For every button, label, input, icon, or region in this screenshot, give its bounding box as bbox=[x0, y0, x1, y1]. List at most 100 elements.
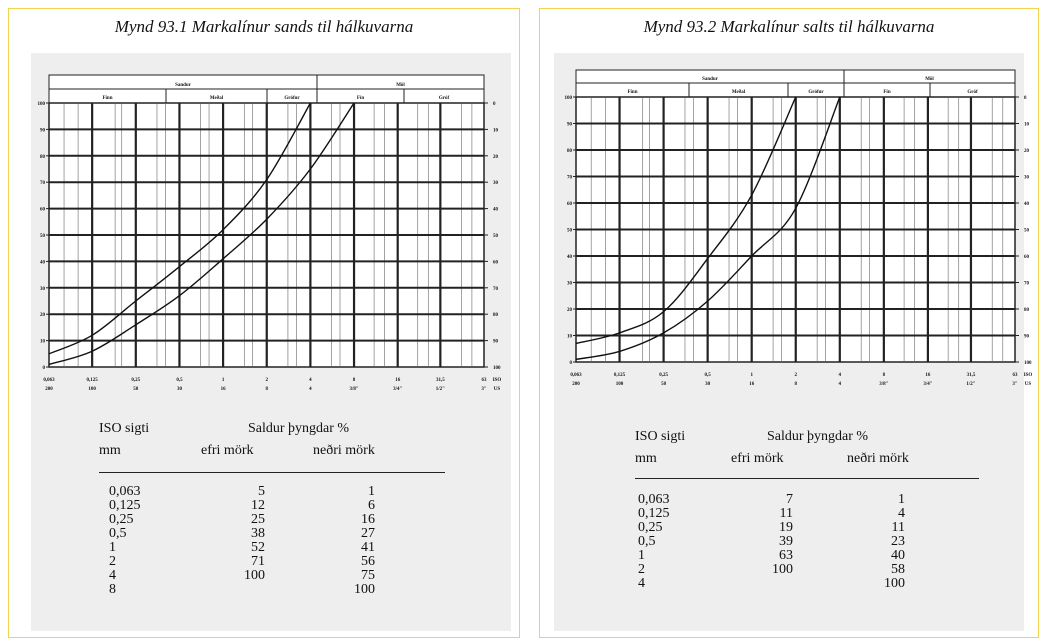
figure-93-2: Mynd 93.2 Markalínur salts til hálkuvarn… bbox=[539, 8, 1039, 638]
y-tick-label: 40 bbox=[40, 260, 46, 265]
y-tick-label: 60 bbox=[40, 208, 46, 213]
y2-tick-label: 30 bbox=[493, 181, 499, 186]
series-upper-curve bbox=[48, 102, 312, 355]
col-sieve-head: ISO sigti bbox=[99, 421, 150, 436]
col-lower: 1 6 16 27 41 56 75 100 bbox=[354, 484, 375, 597]
series-lower-curve bbox=[48, 102, 355, 366]
header-sublabel: Meðal bbox=[732, 89, 746, 95]
header-label: Sandur bbox=[175, 83, 192, 88]
y2-tick-label: 100 bbox=[1024, 361, 1032, 366]
y-tick-label: 20 bbox=[567, 308, 573, 313]
header-label: Möl bbox=[925, 77, 934, 82]
x-unit-label-us: US bbox=[494, 387, 501, 392]
header-label: Möl bbox=[396, 83, 405, 88]
grading-table: ISO sigti Saldur þyngdar % mm efri mörk … bbox=[635, 429, 995, 629]
x-tick-label: 0,5 bbox=[705, 373, 712, 378]
x-tick-label-us: 16 bbox=[749, 382, 755, 387]
header-label: Sandur bbox=[702, 77, 719, 82]
x-tick-label-us: 100 bbox=[88, 387, 96, 392]
y2-tick-label: 40 bbox=[1024, 202, 1030, 207]
x-tick-label: 16 bbox=[395, 378, 401, 383]
y2-tick-label: 50 bbox=[1024, 229, 1030, 234]
y2-tick-label: 20 bbox=[1024, 149, 1030, 154]
y-tick-label: 0 bbox=[43, 366, 46, 371]
x-tick-label: 31,5 bbox=[436, 378, 445, 383]
y-tick-label: 10 bbox=[40, 340, 46, 345]
header-sublabel: Meðal bbox=[210, 95, 224, 101]
y2-tick-label: 50 bbox=[493, 234, 499, 239]
x-unit-label-us: US bbox=[1025, 382, 1032, 387]
grading-table: ISO sigti Saldur þyngdar % mm efri mörk … bbox=[99, 421, 459, 621]
y2-tick-label: 90 bbox=[493, 340, 499, 345]
y2-tick-label: 90 bbox=[1024, 335, 1030, 340]
x-tick-label-us: 3/4" bbox=[393, 387, 402, 392]
x-tick-label: 0,25 bbox=[131, 378, 140, 383]
col-lower-head: neðri mörk bbox=[847, 451, 909, 466]
x-tick-label: 1 bbox=[750, 373, 753, 378]
col-unit: mm bbox=[99, 443, 121, 458]
x-tick-label: 0,25 bbox=[659, 373, 668, 378]
x-tick-label-us: 200 bbox=[572, 382, 580, 387]
header-sublabel: Fínn bbox=[627, 90, 637, 95]
x-tick-label: 0,125 bbox=[614, 373, 626, 378]
header-sublabel: Fín bbox=[357, 96, 364, 101]
header-sublabel: Grófur bbox=[808, 90, 824, 95]
col-group-head: Saldur þyngdar % bbox=[767, 429, 869, 444]
x-tick-label-us: 3" bbox=[1012, 382, 1018, 387]
x-tick-label: 0,063 bbox=[570, 373, 582, 378]
y-tick-label: 70 bbox=[567, 176, 573, 181]
header-sublabel: Gróf bbox=[439, 96, 450, 101]
y2-tick-label: 0 bbox=[1024, 96, 1027, 101]
series-lower-curve bbox=[575, 96, 841, 361]
x-unit-label: ISO bbox=[1024, 373, 1033, 378]
x-tick-label-us: 16 bbox=[221, 387, 227, 392]
x-tick-label-us: 3/8" bbox=[349, 387, 358, 392]
header-sublabel: Fín bbox=[883, 90, 890, 95]
y-tick-label: 10 bbox=[567, 335, 573, 340]
x-tick-label-us: 3/8" bbox=[879, 382, 888, 387]
table-rule bbox=[99, 472, 445, 473]
x-tick-label: 16 bbox=[925, 373, 931, 378]
series-upper-curve bbox=[575, 96, 797, 345]
x-tick-label: 8 bbox=[353, 378, 356, 383]
x-tick-label-us: 3/4" bbox=[923, 382, 932, 387]
x-tick-label: 0,125 bbox=[87, 378, 99, 383]
y2-tick-label: 40 bbox=[493, 208, 499, 213]
x-tick-label-us: 8 bbox=[794, 382, 797, 387]
y-tick-label: 100 bbox=[565, 96, 573, 101]
y-tick-label: 30 bbox=[567, 282, 573, 287]
x-tick-label: 31,5 bbox=[967, 373, 976, 378]
y-tick-label: 50 bbox=[567, 229, 573, 234]
y-tick-label: 30 bbox=[40, 287, 46, 292]
col-sizes: 0,063 0,125 0,25 0,5 1 2 4 8 bbox=[109, 484, 141, 597]
col-upper-head: efri mörk bbox=[731, 451, 784, 466]
y2-tick-label: 80 bbox=[493, 313, 499, 318]
x-tick-label-us: 1/2" bbox=[436, 387, 445, 392]
x-tick-label-us: 30 bbox=[705, 382, 711, 387]
y2-tick-label: 100 bbox=[493, 366, 501, 371]
header-sublabel: Fínn bbox=[102, 96, 112, 101]
y-tick-label: 0 bbox=[570, 361, 573, 366]
x-tick-label: 8 bbox=[883, 373, 886, 378]
x-tick-label: 4 bbox=[309, 378, 312, 383]
y2-tick-label: 30 bbox=[1024, 176, 1030, 181]
x-tick-label: 63 bbox=[1013, 373, 1019, 378]
y-tick-label: 80 bbox=[567, 149, 573, 154]
y2-tick-label: 0 bbox=[493, 102, 496, 107]
y2-tick-label: 10 bbox=[493, 128, 499, 133]
y-tick-label: 70 bbox=[40, 181, 46, 186]
x-tick-label: 2 bbox=[794, 373, 797, 378]
x-tick-label-us: 200 bbox=[45, 387, 53, 392]
x-tick-label: 0,063 bbox=[43, 378, 55, 383]
col-sieve-head: ISO sigti bbox=[635, 429, 686, 444]
x-tick-label: 0,5 bbox=[176, 378, 183, 383]
y-tick-label: 100 bbox=[38, 102, 46, 107]
x-tick-label: 4 bbox=[839, 373, 842, 378]
y2-tick-label: 70 bbox=[493, 287, 499, 292]
x-tick-label: 63 bbox=[482, 378, 488, 383]
col-sizes: 0,063 0,125 0,25 0,5 1 2 4 bbox=[638, 492, 670, 591]
y2-tick-label: 60 bbox=[1024, 255, 1030, 260]
col-upper-head: efri mörk bbox=[201, 443, 254, 458]
